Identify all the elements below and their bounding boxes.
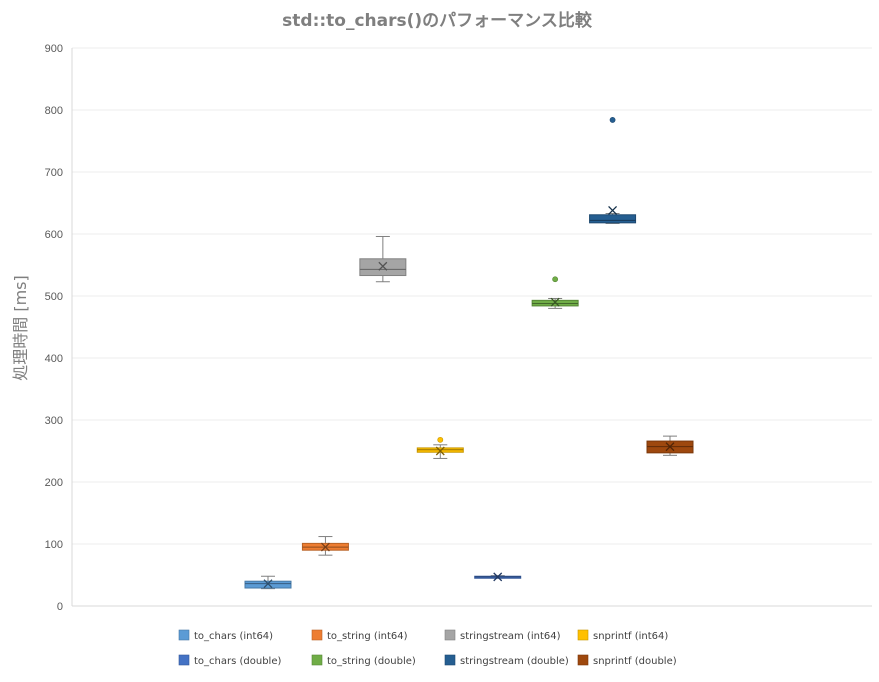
y-tick-label: 0 — [57, 601, 63, 613]
y-tick-label: 700 — [45, 167, 63, 179]
legend-label: snprintf (double) — [593, 656, 677, 667]
gridlines — [71, 47, 872, 607]
legend-item: to_string (double) — [311, 654, 416, 667]
box-2 — [301, 536, 349, 556]
box-3 — [359, 235, 407, 283]
box-5 — [474, 572, 522, 582]
y-tick-label: 900 — [45, 43, 63, 55]
mean-marker — [493, 572, 503, 582]
y-tick-labels: 0 100 200 300 400 500 600 700 800 900 — [45, 43, 63, 613]
mean-marker — [665, 442, 675, 452]
mean-marker — [320, 542, 330, 552]
legend-swatch — [444, 654, 456, 666]
mean-marker — [263, 579, 273, 589]
y-tick-label: 500 — [45, 291, 63, 303]
box-body — [359, 258, 407, 277]
legend-item: snprintf (double) — [577, 654, 677, 667]
y-tick-label: 200 — [45, 477, 63, 489]
legend-item: snprintf (int64) — [577, 629, 668, 642]
legend-label: to_chars (int64) — [194, 631, 273, 642]
legend-swatch — [577, 654, 589, 666]
legend-label: to_chars (double) — [194, 656, 281, 667]
legend-swatch — [178, 654, 190, 666]
legend-item: to_chars (double) — [178, 654, 281, 667]
legend-swatch — [311, 654, 323, 666]
legend-swatch — [444, 629, 456, 641]
legend-swatch — [178, 629, 190, 641]
mean-marker — [550, 297, 560, 307]
legend-label: stringstream (int64) — [460, 631, 561, 642]
box-6 — [531, 276, 579, 309]
legend-item: to_string (int64) — [311, 629, 408, 642]
mean-marker — [378, 261, 388, 271]
y-tick-label: 400 — [45, 353, 63, 365]
legend: to_chars (int64) to_string (int64) strings… — [178, 629, 677, 667]
mean-marker — [435, 446, 445, 456]
box-1 — [244, 575, 292, 590]
outlier-point — [437, 436, 444, 443]
legend-label: snprintf (int64) — [593, 631, 668, 642]
outlier-point — [552, 276, 559, 283]
box-4 — [416, 436, 464, 459]
y-tick-label: 300 — [45, 415, 63, 427]
y-tick-label: 100 — [45, 539, 63, 551]
legend-swatch — [577, 629, 589, 641]
box-7 — [589, 117, 637, 224]
legend-label: to_string (double) — [327, 656, 416, 667]
box-body — [244, 580, 292, 589]
legend-label: to_string (int64) — [327, 631, 408, 642]
y-axis-label: 処理時間 [ms] — [11, 275, 30, 381]
legend-item: to_chars (int64) — [178, 629, 273, 642]
outlier-point — [609, 117, 616, 123]
mean-marker — [608, 205, 618, 215]
legend-label: stringstream (double) — [460, 656, 569, 667]
box-8 — [646, 435, 694, 456]
y-tick-label: 800 — [45, 105, 63, 117]
box-plots — [244, 117, 694, 590]
chart-title: std::to_chars()のパフォーマンス比較 — [282, 10, 593, 31]
y-tick-label: 600 — [45, 229, 63, 241]
legend-item: stringstream (int64) — [444, 629, 561, 642]
legend-item: stringstream (double) — [444, 654, 569, 667]
legend-swatch — [311, 629, 323, 641]
box-body — [589, 214, 637, 224]
